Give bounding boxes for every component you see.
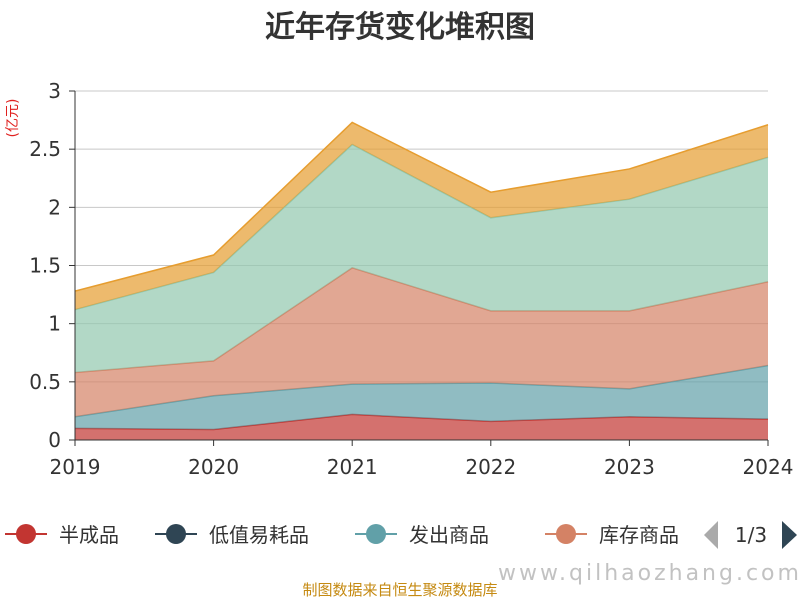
y-tick-label: 3	[48, 79, 61, 103]
area-series-2	[75, 365, 768, 430]
area-series-3	[75, 267, 768, 417]
x-tick-label: 2021	[327, 455, 378, 479]
legend-label: 低值易耗品	[209, 523, 309, 547]
y-tick-label: 1.5	[29, 254, 61, 278]
y-axis-ticks: 0 0.5 1 1.5 2 2.5 3	[29, 79, 75, 452]
data-source-text: 制图数据来自恒生聚源数据库	[302, 581, 497, 599]
legend-marker-icon	[556, 524, 576, 544]
x-axis-ticks: 2019 2020 2021 2022 2023 2024	[50, 440, 794, 479]
legend-item[interactable]: 低值易耗品	[155, 523, 309, 547]
y-tick-label: 0.5	[29, 370, 61, 394]
legend-item[interactable]: 半成品	[5, 523, 119, 547]
y-tick-label: 1	[48, 312, 61, 336]
legend-item[interactable]: 库存商品	[545, 523, 679, 547]
area-series	[74, 121, 769, 440]
y-tick-label: 2	[48, 195, 61, 219]
x-tick-label: 2022	[465, 455, 516, 479]
legend-marker-icon	[16, 524, 36, 544]
x-tick-label: 2023	[604, 455, 655, 479]
legend-marker-icon	[166, 524, 186, 544]
legend-pager: 1/3	[704, 521, 797, 549]
legend-item[interactable]: 发出商品	[355, 523, 489, 547]
x-tick-label: 2019	[50, 455, 101, 479]
area-series-4	[75, 144, 768, 373]
x-tick-label: 2024	[743, 455, 794, 479]
y-axis-unit-label: (亿元)	[5, 99, 21, 138]
x-tick-label: 2020	[188, 455, 239, 479]
chart-title: 近年存货变化堆积图	[265, 10, 535, 45]
watermark-text: www.qilhaozhang.com	[498, 561, 800, 586]
legend-label: 发出商品	[409, 523, 489, 547]
pager-next-icon[interactable]	[782, 521, 797, 549]
legend-label: 半成品	[59, 523, 119, 547]
legend: 半成品 低值易耗品 发出商品 库存商品	[5, 523, 679, 547]
area-series-5	[75, 122, 768, 310]
area-line-5	[74, 121, 769, 292]
pager-prev-icon[interactable]	[704, 521, 718, 549]
pager-page-text: 1/3	[735, 523, 767, 547]
legend-label: 库存商品	[599, 523, 679, 547]
y-tick-label: 0	[48, 428, 61, 452]
y-tick-label: 2.5	[29, 137, 61, 161]
legend-marker-icon	[366, 524, 386, 544]
area-series-1	[75, 414, 768, 440]
